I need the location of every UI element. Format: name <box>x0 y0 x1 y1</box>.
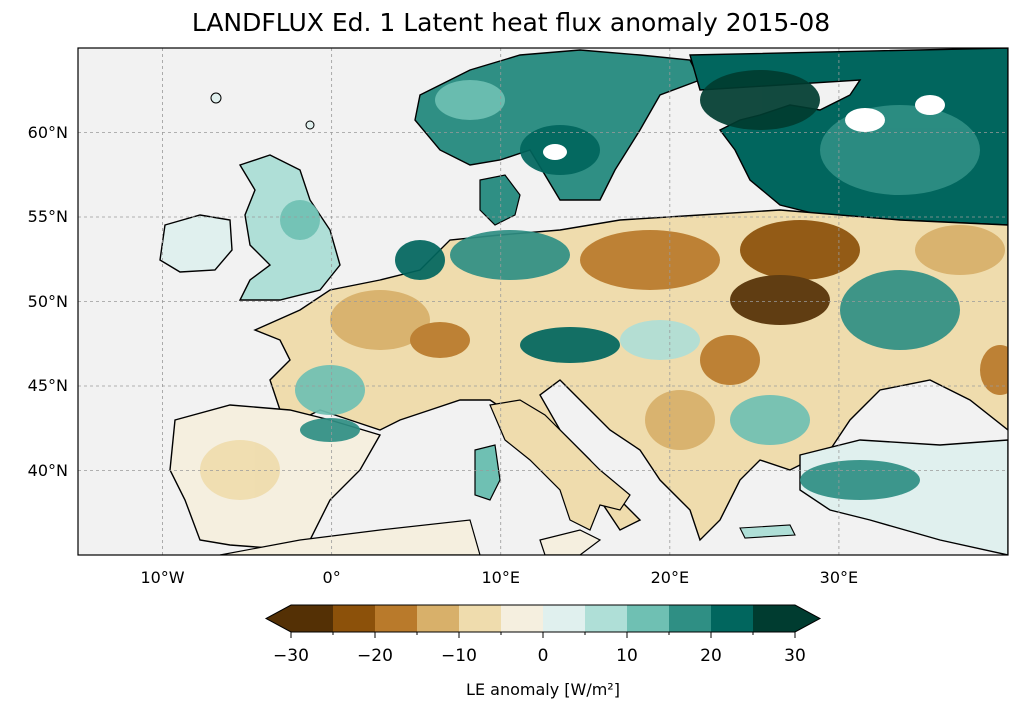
land-denmark <box>479 174 521 226</box>
lat-tick-label: 45°N <box>27 376 68 395</box>
colorbar-under-arrow <box>266 605 291 632</box>
colorbar-tick-label: 0 <box>537 646 549 666</box>
colorbar-label: LE anomaly [W/m²] <box>466 680 620 699</box>
land-islet <box>210 92 222 104</box>
colorbar-tick-label: 20 <box>700 646 722 666</box>
colorbar-tick-label: −30 <box>273 646 309 666</box>
colorbar-over-arrow <box>795 605 820 632</box>
colorbar-segment <box>501 605 543 632</box>
colorbar-segment <box>291 605 333 632</box>
colorbar-segment <box>585 605 627 632</box>
map-title: LANDFLUX Ed. 1 Latent heat flux anomaly … <box>191 8 831 37</box>
land-sicily <box>539 529 602 555</box>
lat-tick-label: 60°N <box>27 122 68 142</box>
map-frame <box>77 47 1009 556</box>
colorbar-segment <box>669 605 711 632</box>
anomaly-patches <box>200 70 1008 500</box>
land-ireland <box>159 214 233 273</box>
colorbar <box>264 604 822 638</box>
colorbar-segment <box>627 605 669 632</box>
land-italy <box>489 399 631 531</box>
colorbar-segment <box>333 605 375 632</box>
colorbar-segment <box>753 605 795 632</box>
lon-tick-label: 30°E <box>819 568 859 587</box>
lat-tick-label: 55°N <box>27 207 68 226</box>
colorbar-segment <box>543 605 585 632</box>
land-layer <box>159 48 1008 555</box>
lon-tick-label: 20°E <box>650 568 690 587</box>
land-sardinia <box>474 444 501 501</box>
colorbar-segment <box>417 605 459 632</box>
colorbar-tick-label: −20 <box>357 646 393 666</box>
lon-tick-label: 0° <box>322 568 341 587</box>
colorbar-segment <box>711 605 753 632</box>
colorbar-segment <box>375 605 417 632</box>
colorbar-tick-label: 30 <box>784 646 806 666</box>
gridlines <box>78 48 1008 555</box>
lat-tick-label: 50°N <box>27 291 68 311</box>
lon-tick-label: 10°E <box>481 568 520 587</box>
land-north-africa <box>219 519 481 555</box>
lat-tick-label: 40°N <box>27 460 68 480</box>
colorbar-segment <box>459 605 501 632</box>
land-islet <box>305 120 315 130</box>
lon-tick-label: 10°W <box>140 568 185 587</box>
colorbar-tick-label: 10 <box>616 646 638 666</box>
colorbar-tick-label: −10 <box>441 646 477 666</box>
land-crete <box>739 524 796 539</box>
